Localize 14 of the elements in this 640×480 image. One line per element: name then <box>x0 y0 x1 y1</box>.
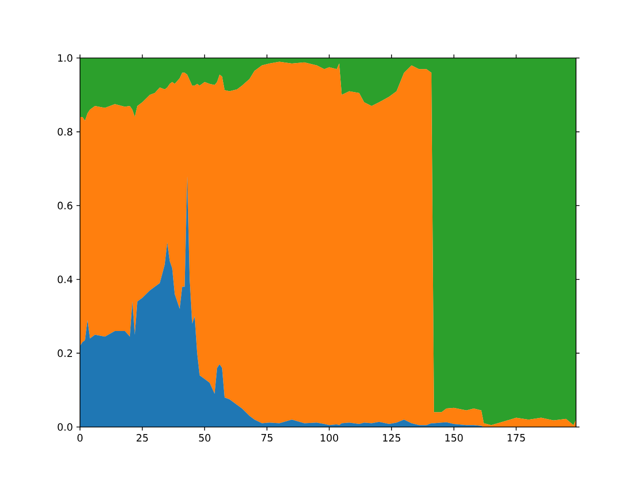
x-tick-label: 0 <box>77 434 83 442</box>
x-tick-label: 125 <box>383 434 400 442</box>
y-tick-label: 0.0 <box>58 423 72 431</box>
x-tick-label: 25 <box>136 434 148 442</box>
y-tick-label: 0.8 <box>58 128 72 136</box>
x-tick-label: 150 <box>445 434 463 442</box>
x-tick-label: 175 <box>508 434 525 442</box>
x-tick-label: 100 <box>320 434 338 442</box>
y-tick-label: 0.4 <box>58 276 72 284</box>
y-tick-label: 1.0 <box>58 54 72 62</box>
x-tick-label: 50 <box>199 434 210 442</box>
x-tick-label: 75 <box>261 434 272 442</box>
y-tick-label: 0.6 <box>58 202 72 210</box>
y-tick-label: 0.2 <box>58 349 72 357</box>
